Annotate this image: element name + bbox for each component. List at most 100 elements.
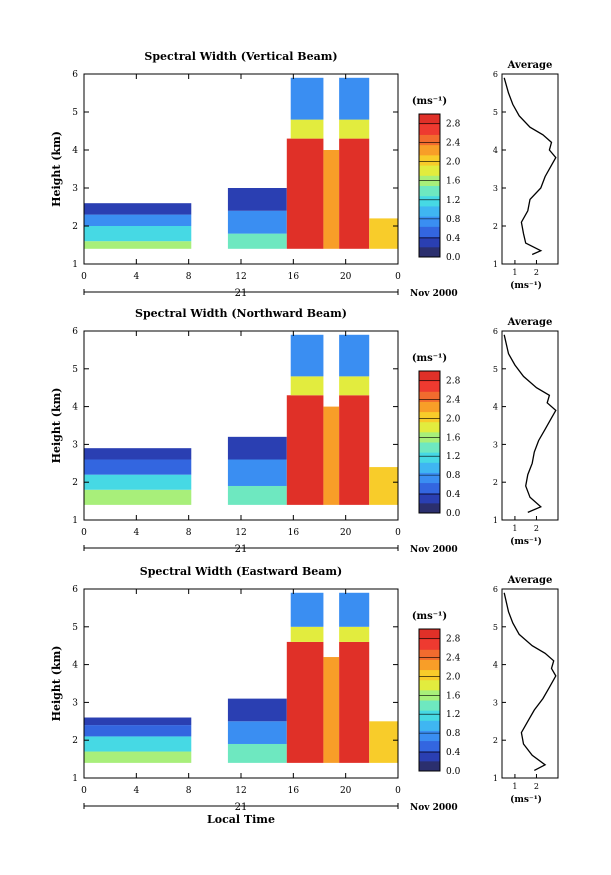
x-tick-label: 0 bbox=[81, 786, 87, 796]
average-y-tick-label: 6 bbox=[493, 70, 498, 79]
average-y-tick-label: 6 bbox=[493, 585, 498, 594]
average-y-tick-label: 5 bbox=[493, 365, 498, 374]
colorbar-swatch bbox=[419, 421, 440, 433]
y-axis-label: Height (km) bbox=[50, 646, 63, 722]
x-tick-label: 4 bbox=[133, 272, 139, 282]
data-cell bbox=[84, 241, 192, 249]
average-title: Average bbox=[507, 317, 553, 328]
colorbar-tick-label: 1.6 bbox=[446, 177, 461, 187]
colorbar-swatch bbox=[419, 144, 440, 156]
colorbar-tick-label: 2.8 bbox=[446, 634, 461, 644]
data-cell bbox=[227, 698, 287, 722]
x-tick-label: 8 bbox=[186, 272, 192, 282]
average-y-tick-label: 3 bbox=[493, 698, 498, 707]
average-x-tick-label: 1 bbox=[512, 268, 517, 277]
average-x-tick-label: 2 bbox=[534, 782, 539, 791]
colorbar-swatch bbox=[419, 246, 440, 258]
colorbar-swatch bbox=[419, 114, 440, 125]
data-cell bbox=[227, 721, 287, 744]
average-y-tick-label: 2 bbox=[493, 736, 498, 745]
data-cell bbox=[84, 489, 192, 505]
x-tick-label: 20 bbox=[340, 272, 352, 282]
data-cell bbox=[84, 214, 192, 226]
average-frame bbox=[501, 588, 559, 779]
colorbar-swatch bbox=[419, 700, 440, 711]
average-y-tick-label: 3 bbox=[493, 184, 498, 193]
data-cell bbox=[84, 203, 192, 215]
data-cell bbox=[84, 717, 192, 726]
colorbar-swatch bbox=[419, 195, 440, 207]
x-tick-label: 0 bbox=[81, 528, 87, 538]
average-x-label: (ms⁻¹) bbox=[510, 536, 542, 547]
colorbar-swatch bbox=[419, 236, 440, 248]
colorbar-swatch bbox=[419, 411, 440, 423]
colorbar-swatch bbox=[419, 371, 440, 382]
colorbar-tick-label: 0.8 bbox=[446, 471, 461, 481]
x-tick-label: 12 bbox=[235, 786, 246, 796]
colorbar-tick-label: 2.8 bbox=[446, 120, 461, 130]
date-suffix: Nov 2000 bbox=[410, 803, 458, 813]
average-y-tick-label: 5 bbox=[493, 623, 498, 632]
date-label: 21 bbox=[235, 288, 248, 299]
colorbar-tick-label: 1.6 bbox=[446, 691, 461, 701]
colorbar-tick-label: 2.0 bbox=[446, 158, 461, 168]
data-cell bbox=[84, 725, 192, 737]
colorbar-swatch bbox=[419, 154, 440, 166]
colorbar-unit: (ms⁻¹) bbox=[412, 611, 447, 622]
data-cell bbox=[339, 641, 370, 763]
data-cell bbox=[84, 751, 192, 763]
data-cell bbox=[286, 138, 324, 249]
x-tick-label: 4 bbox=[133, 528, 139, 538]
colorbar-tick-label: 1.6 bbox=[446, 433, 461, 443]
average-y-tick-label: 4 bbox=[493, 661, 498, 670]
colorbar-tick-label: 1.2 bbox=[446, 710, 460, 720]
colorbar-swatch bbox=[419, 730, 440, 742]
data-cell bbox=[290, 592, 324, 627]
average-x-label: (ms⁻¹) bbox=[510, 794, 542, 805]
y-tick-label: 6 bbox=[72, 585, 78, 595]
colorbar-swatch bbox=[419, 659, 440, 671]
average-y-tick-label: 4 bbox=[493, 403, 498, 412]
data-cell bbox=[84, 474, 192, 490]
colorbar-swatch bbox=[419, 226, 440, 238]
colorbar-swatch bbox=[419, 669, 440, 681]
data-cell bbox=[369, 467, 398, 505]
colorbar-swatch bbox=[419, 462, 440, 473]
data-cell bbox=[323, 406, 340, 505]
colorbar-swatch bbox=[419, 185, 440, 197]
average-y-tick-label: 1 bbox=[493, 260, 498, 269]
average-x-tick-label: 2 bbox=[534, 524, 539, 533]
average-x-tick-label: 2 bbox=[534, 268, 539, 277]
data-cell bbox=[369, 218, 398, 249]
average-y-tick-label: 6 bbox=[493, 327, 498, 336]
data-cell bbox=[84, 459, 192, 475]
colorbar-swatch bbox=[419, 710, 440, 721]
y-tick-label: 4 bbox=[72, 146, 78, 156]
data-cell bbox=[339, 334, 370, 377]
y-tick-label: 6 bbox=[72, 70, 78, 80]
colorbar-tick-label: 0.0 bbox=[446, 767, 461, 777]
y-axis-label: Height (km) bbox=[50, 131, 63, 207]
date-suffix: Nov 2000 bbox=[410, 545, 458, 555]
x-tick-label: 0 bbox=[395, 528, 401, 538]
data-cell bbox=[84, 226, 192, 242]
colorbar-swatch bbox=[419, 629, 440, 640]
average-y-tick-label: 2 bbox=[493, 222, 498, 231]
data-cell bbox=[339, 119, 370, 139]
colorbar-swatch bbox=[419, 502, 440, 514]
y-tick-label: 4 bbox=[72, 403, 78, 413]
colorbar-tick-label: 0.8 bbox=[446, 215, 461, 225]
data-cell bbox=[339, 376, 370, 396]
x-tick-label: 20 bbox=[340, 528, 352, 538]
x-tick-label: 0 bbox=[395, 786, 401, 796]
colorbar-tick-label: 2.0 bbox=[446, 672, 461, 682]
average-title: Average bbox=[507, 575, 553, 586]
x-tick-label: 0 bbox=[81, 272, 87, 282]
colorbar-swatch bbox=[419, 205, 440, 217]
colorbar-tick-label: 2.8 bbox=[446, 376, 461, 386]
y-tick-label: 1 bbox=[72, 516, 78, 526]
average-frame bbox=[501, 73, 559, 265]
average-profile-line bbox=[503, 334, 557, 513]
y-tick-label: 6 bbox=[72, 327, 78, 337]
average-profile-line bbox=[503, 77, 557, 256]
